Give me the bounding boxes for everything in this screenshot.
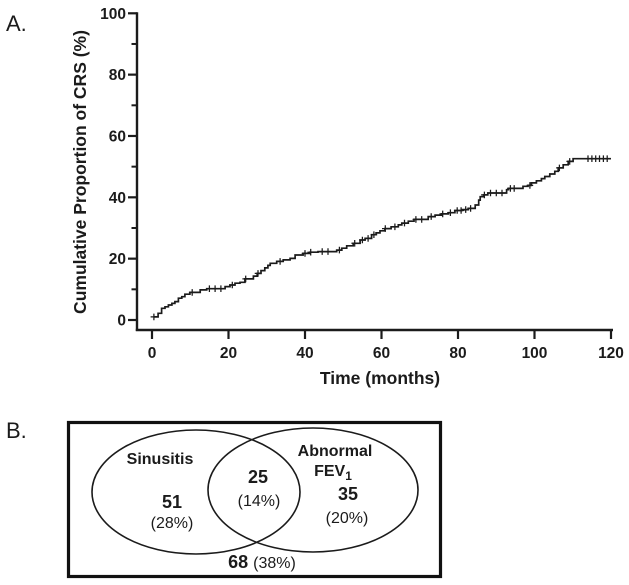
x-tick-label: 60	[373, 345, 390, 362]
venn-total: 68 (38%)	[228, 552, 296, 572]
y-tick-label: 20	[109, 251, 126, 268]
panel-a: A. Cumulative Proportion of CRS (%) 0 20 4…	[6, 6, 624, 388]
venn-frame	[66, 420, 443, 579]
x-tick-label: 80	[449, 345, 466, 362]
axes: 0 20 40 60 80 100 0 20 40 60 80 100 120	[100, 6, 624, 362]
y-tick-label: 0	[117, 313, 126, 330]
censor-marks	[150, 155, 611, 321]
venn-ellipse-sinusitis	[91, 429, 301, 555]
venn-right-set-label-base: FEV	[314, 463, 345, 480]
y-tick-label: 40	[109, 190, 126, 207]
venn-right-percent: (20%)	[326, 510, 369, 527]
venn-total-count: 68	[228, 552, 248, 572]
x-tick-label: 20	[220, 345, 237, 362]
x-tick-label: 120	[598, 345, 624, 362]
x-axis-title: Time (months)	[320, 368, 440, 388]
y-tick-label: 60	[109, 128, 126, 145]
x-tick-label: 40	[296, 345, 313, 362]
venn-left-percent: (28%)	[151, 515, 194, 532]
y-axis-title: Cumulative Proportion of CRS (%)	[70, 30, 90, 314]
venn-right-set-label-line1: Abnormal	[298, 443, 373, 460]
x-tick-label: 0	[148, 345, 157, 362]
venn-left-set-label: Sinusitis	[127, 451, 194, 468]
y-tick-label: 100	[100, 6, 126, 23]
x-tick-label: 100	[522, 345, 548, 362]
venn-overlap-count: 25	[248, 467, 268, 487]
venn-right-set-label-line2: FEV1	[314, 463, 352, 483]
venn-ellipse-abnormal-fev1	[207, 427, 419, 553]
y-tick-label: 80	[109, 67, 126, 84]
venn-left-count: 51	[162, 492, 182, 512]
venn-overlap-percent: (14%)	[238, 493, 281, 510]
panel-a-label: A.	[6, 11, 27, 36]
cumulative-incidence-step-path	[153, 157, 611, 318]
venn-right-set-label-subscript: 1	[345, 469, 352, 483]
km-curve	[150, 155, 611, 321]
venn-total-percent: (38%)	[253, 555, 296, 572]
venn-right-count: 35	[338, 484, 358, 504]
panel-b-label: B.	[6, 418, 27, 443]
panel-b: B. Sinusitis Abnormal FEV1 51 (28%) 25 (…	[6, 418, 443, 579]
